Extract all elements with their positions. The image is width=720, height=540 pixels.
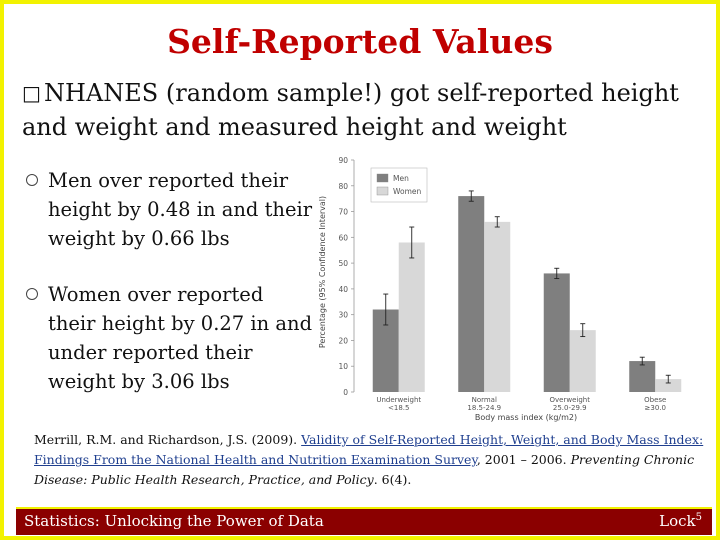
legend-label: Women [393, 187, 421, 196]
bars [372, 190, 682, 392]
x-tick-label: Underweight [376, 396, 421, 404]
sub-bullet-text: Women over reported their height by 0.27… [48, 283, 313, 393]
footer-author-sup: 5 [695, 512, 702, 523]
bar-women [655, 379, 682, 392]
footer-bar: Statistics: Unlocking the Power of Data … [16, 507, 712, 535]
footer-author-name: Lock [659, 512, 696, 530]
bar-women [484, 221, 511, 392]
bar-men [458, 196, 485, 392]
bar-women [569, 330, 596, 392]
y-tick-label: 50 [338, 259, 348, 268]
x-tick-label: Normal [472, 396, 497, 404]
main-bullet-text: NHANES (random sample!) got self-reporte… [22, 79, 679, 141]
square-bullet-icon: □ [22, 81, 41, 105]
x-axis-title: Body mass index (kg/m2) [475, 413, 577, 422]
x-tick-label: Overweight [550, 396, 591, 404]
bar-men [543, 273, 570, 392]
x-tick-label: ≥30.0 [645, 404, 666, 412]
legend: Men Women [370, 167, 428, 203]
x-tick-label: Obese [644, 396, 666, 404]
x-tick-label: 18.5-24.9 [467, 404, 501, 412]
citation-link[interactable]: Validity of Self-Reported Height, Weight… [34, 432, 704, 467]
sub-bullet-men: Men over reported their height by 0.48 i… [26, 166, 316, 253]
footer-author: Lock5 [659, 512, 702, 530]
legend-box [370, 167, 428, 203]
y-axis-ticks: 0 10 20 30 40 50 60 70 80 90 [338, 156, 355, 397]
citation-years: , 2001 – 2006. [476, 452, 567, 467]
main-bullet: □ NHANES (random sample!) got self-report… [22, 76, 712, 144]
legend-swatch [376, 173, 389, 183]
x-tick-label: 25.0-29.9 [553, 404, 587, 412]
footer-book-title: Statistics: Unlocking the Power of Data [24, 512, 324, 530]
y-tick-label: 10 [338, 362, 348, 371]
legend-swatch [376, 186, 389, 196]
y-tick-label: 30 [338, 311, 348, 320]
y-tick-label: 40 [338, 285, 348, 294]
citation-venue: Preventing Chronic Disease: Public Healt… [34, 452, 695, 487]
bar-women [398, 242, 425, 392]
x-tick-label: <18.5 [388, 404, 409, 412]
bmi-bar-chart: Percentage (95% Confidence Interval) 0 10… [318, 156, 682, 422]
slide-title: Self-Reported Values [167, 22, 553, 61]
y-tick-label: 70 [338, 208, 348, 217]
citation-volume: . 6(4). [373, 472, 412, 487]
legend-label: Men [393, 174, 409, 183]
y-tick-label: 0 [343, 388, 348, 397]
y-tick-label: 90 [338, 156, 348, 165]
y-tick-label: 20 [338, 336, 348, 345]
citation: Merrill, R.M. and Richardson, J.S. (2009… [34, 430, 706, 490]
circle-bullet-icon [26, 288, 38, 300]
y-axis-title: Percentage (95% Confidence Interval) [318, 196, 327, 348]
y-tick-label: 60 [338, 233, 348, 242]
citation-authors: Merrill, R.M. and Richardson, J.S. (2009… [34, 432, 298, 447]
circle-bullet-icon [26, 174, 38, 186]
sub-bullet-text: Men over reported their height by 0.48 i… [48, 169, 313, 250]
sub-bullet-women: Women over reported their height by 0.27… [26, 280, 316, 396]
y-tick-label: 80 [338, 182, 348, 191]
bar-men [629, 361, 656, 392]
